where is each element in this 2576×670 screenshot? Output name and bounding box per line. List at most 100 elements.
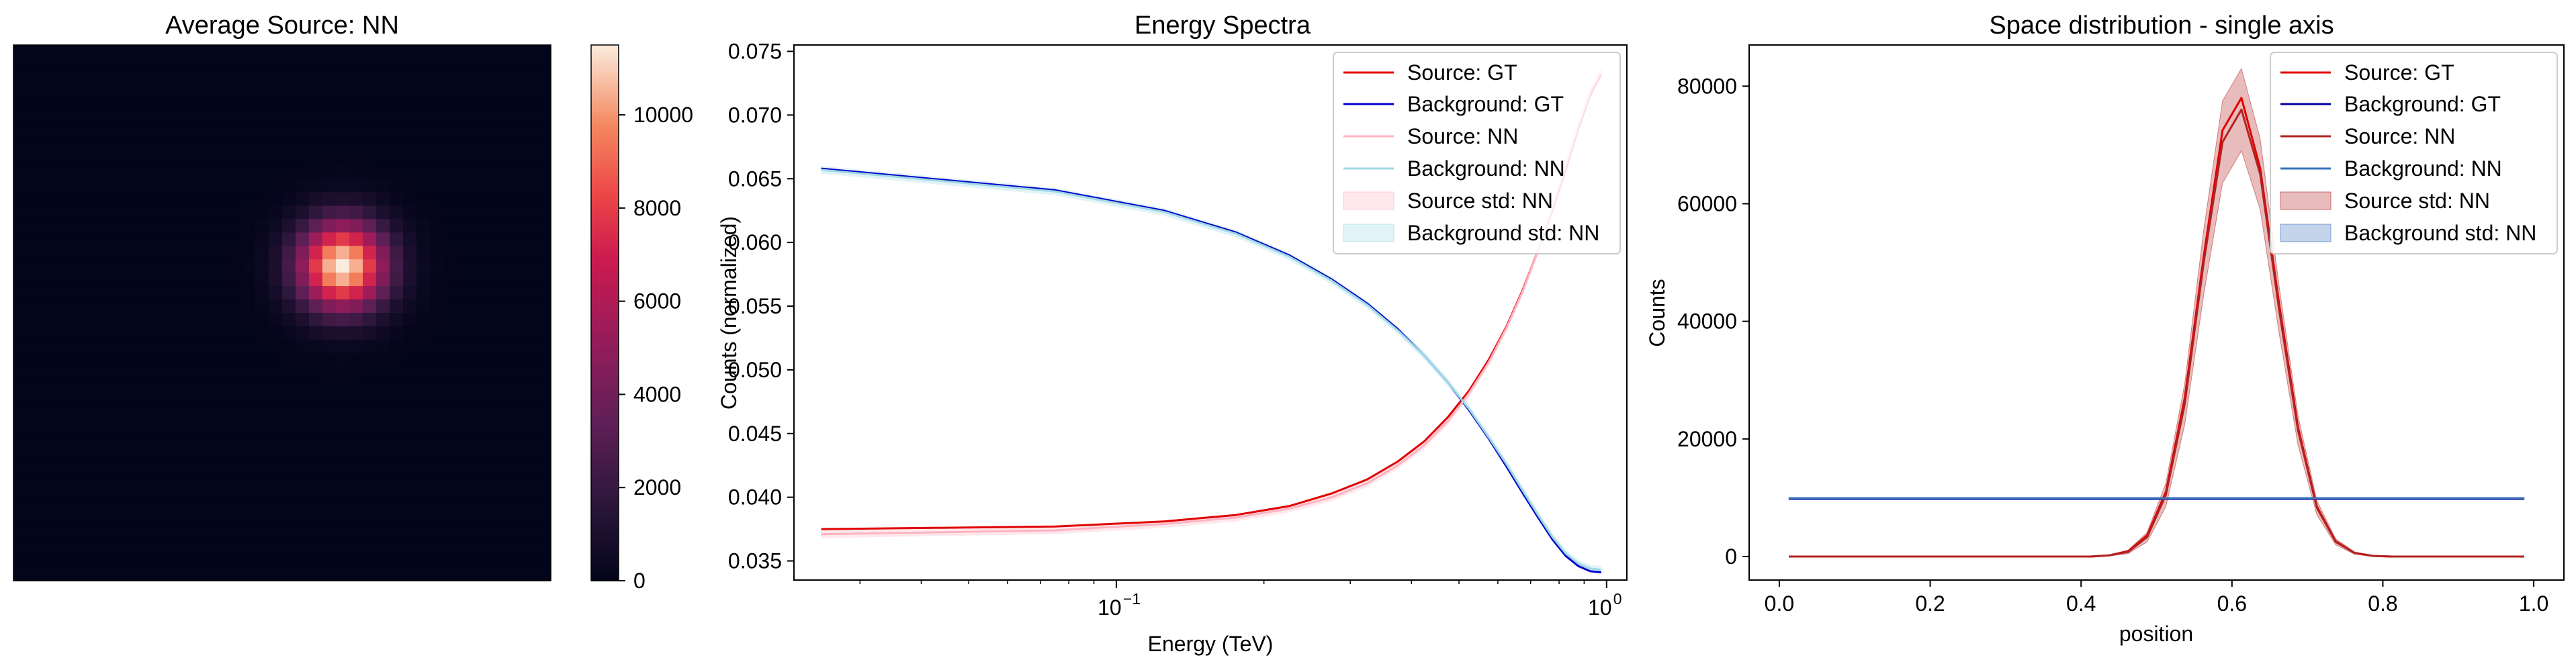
colorbar-segment xyxy=(591,551,619,555)
heatmap-cell xyxy=(403,473,417,487)
heatmap-cell xyxy=(497,326,511,340)
heatmap-cell xyxy=(121,138,135,153)
heatmap-cell xyxy=(416,487,431,501)
heatmap-cell xyxy=(215,473,229,487)
heatmap-cell xyxy=(363,45,377,59)
energy-ytick-label: 0.040 xyxy=(728,485,782,510)
heatmap-cell xyxy=(67,420,81,434)
heatmap-cell xyxy=(27,567,41,581)
heatmap-cell xyxy=(242,500,256,514)
colorbar-segment xyxy=(591,299,619,303)
heatmap-cell xyxy=(107,138,122,153)
heatmap-cell xyxy=(390,433,404,448)
colorbar-segment xyxy=(591,530,619,534)
heatmap-cell xyxy=(67,554,81,568)
heatmap-cell xyxy=(148,326,162,340)
heatmap-cell xyxy=(255,85,269,99)
heatmap-cell xyxy=(242,433,256,448)
heatmap-cell xyxy=(161,152,175,166)
heatmap-cell xyxy=(81,379,95,394)
heatmap-cell xyxy=(54,138,68,153)
heatmap-cell xyxy=(484,460,498,474)
heatmap-cell xyxy=(430,420,444,434)
heatmap-cell xyxy=(322,326,337,340)
heatmap-cell xyxy=(363,567,377,581)
heatmap-cell xyxy=(81,259,95,273)
colorbar-segment xyxy=(591,111,619,116)
heatmap-cell xyxy=(443,273,457,287)
heatmap-cell xyxy=(309,514,323,528)
heatmap-cell xyxy=(148,567,162,581)
heatmap-cell xyxy=(175,138,189,153)
heatmap-cell xyxy=(430,406,444,421)
heatmap-cell xyxy=(148,393,162,408)
heatmap-cell xyxy=(27,514,41,528)
heatmap-cell xyxy=(121,406,135,421)
heatmap-cell xyxy=(416,179,431,193)
heatmap-cell xyxy=(255,420,269,434)
heatmap-cell xyxy=(13,98,28,113)
heatmap-cell xyxy=(336,567,350,581)
heatmap-cell xyxy=(121,205,135,220)
heatmap-cell xyxy=(54,420,68,434)
heatmap-cell xyxy=(148,98,162,113)
heatmap-cell xyxy=(228,286,242,300)
heatmap-cell xyxy=(40,299,54,314)
heatmap-cell xyxy=(484,71,498,86)
heatmap-cell xyxy=(40,540,54,555)
heatmap-cell xyxy=(242,179,256,193)
heatmap-cell xyxy=(188,433,202,448)
heatmap-cell xyxy=(416,514,431,528)
heatmap-cell xyxy=(296,152,310,166)
heatmap-cell xyxy=(349,111,363,126)
heatmap-cell xyxy=(390,232,404,246)
colorbar-segment xyxy=(591,567,619,571)
heatmap-cell xyxy=(67,339,81,354)
heatmap-cell xyxy=(255,487,269,501)
colorbar-segment xyxy=(591,467,619,471)
colorbar-segment xyxy=(591,426,619,431)
heatmap-cell xyxy=(134,473,148,487)
heatmap-cell xyxy=(228,299,242,314)
heatmap-cell xyxy=(121,85,135,99)
heatmap-cell xyxy=(430,514,444,528)
heatmap-cell xyxy=(81,514,95,528)
heatmap-cell xyxy=(416,406,431,421)
heatmap-cell xyxy=(175,326,189,340)
heatmap-cell xyxy=(67,45,81,59)
heatmap-cell xyxy=(349,379,363,394)
heatmap-cell xyxy=(242,514,256,528)
heatmap-cell xyxy=(27,205,41,220)
heatmap-cell xyxy=(390,299,404,314)
heatmap-cell xyxy=(457,352,471,367)
heatmap-cell xyxy=(242,273,256,287)
energy-xlabel: Energy (TeV) xyxy=(1148,632,1274,656)
heatmap-cell xyxy=(148,286,162,300)
heatmap-cell xyxy=(54,567,68,581)
colorbar-segment xyxy=(591,329,619,334)
colorbar-segment xyxy=(591,403,619,408)
colorbar-segment xyxy=(591,420,619,424)
heatmap-cell xyxy=(161,71,175,86)
heatmap-cell xyxy=(81,554,95,568)
heatmap-cell xyxy=(242,393,256,408)
heatmap-cell xyxy=(403,487,417,501)
heatmap-cell xyxy=(443,205,457,220)
colorbar-segment xyxy=(591,383,619,387)
colorbar-segment xyxy=(591,249,619,254)
heatmap-cell xyxy=(430,58,444,73)
heatmap-cell xyxy=(524,420,538,434)
colorbar-segment xyxy=(591,179,619,183)
heatmap-cell xyxy=(349,246,363,260)
heatmap-cell xyxy=(430,433,444,448)
heatmap-cell xyxy=(215,85,229,99)
heatmap-cell xyxy=(336,326,350,340)
heatmap-cell xyxy=(309,433,323,448)
heatmap-cell xyxy=(67,514,81,528)
heatmap-cell xyxy=(403,352,417,367)
heatmap-cell xyxy=(524,339,538,354)
heatmap-cell xyxy=(269,313,283,327)
heatmap-cell xyxy=(524,487,538,501)
heatmap-cell xyxy=(54,192,68,206)
heatmap-cell xyxy=(309,554,323,568)
